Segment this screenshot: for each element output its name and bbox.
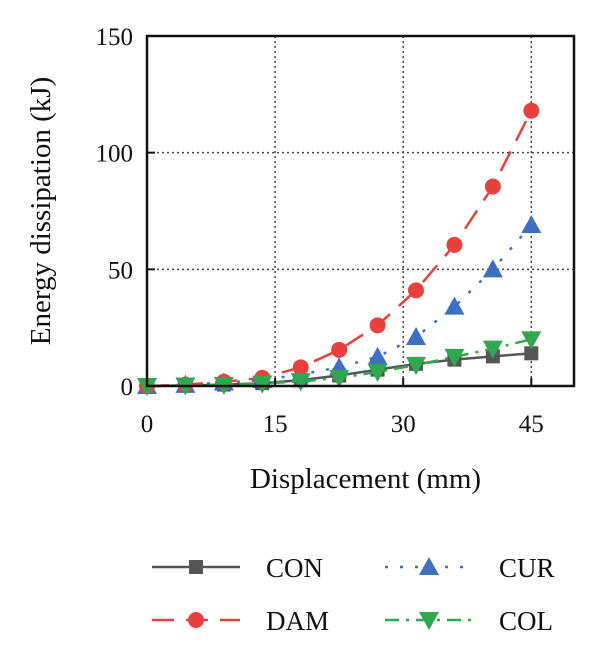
data-point-cur [444,296,465,315]
data-point-col [290,373,311,392]
data-point-col [444,348,465,367]
data-point-dam [523,102,540,119]
data-point-col [406,357,427,375]
y-tick-label: 50 [108,257,133,284]
data-point-con [524,346,539,361]
y-tick-label: 0 [121,374,134,401]
data-point-col [367,364,388,382]
y-tick-label: 100 [96,141,134,168]
legend: CON CUR DAM COL [152,553,555,636]
data-point-dam [484,178,501,195]
legend-marker-cur [419,557,439,575]
legend-item-cur: CUR [385,553,555,583]
legend-item-col: COL [385,606,553,636]
x-tick-label: 30 [391,411,416,438]
data-point-cur [482,259,503,278]
data-point-dam [369,317,386,334]
data-point-dam [446,236,463,253]
data-point-dam [292,359,309,376]
legend-label-con: CON [266,553,323,583]
data-point-cur [367,346,388,365]
series-dam [139,102,540,394]
legend-marker-con [189,560,203,574]
x-tick-label: 0 [141,411,154,438]
grid-lines [147,36,574,386]
data-point-dam [408,282,425,299]
axis-ticks: 0 15 30 45 0 50 100 150 [96,24,544,438]
plot-frame [145,34,576,388]
data-point-dam [331,341,348,358]
legend-label-cur: CUR [499,553,555,583]
x-tick-label: 15 [263,411,288,438]
series-cur [137,215,542,394]
data-point-col [482,340,503,359]
y-tick-label: 150 [96,24,134,51]
x-axis-label: Displacement (mm) [250,463,481,495]
data-point-cur [406,327,427,345]
legend-label-dam: DAM [266,606,329,636]
y-axis-label: Energy dissipation (kJ) [25,77,57,346]
data-point-col [252,375,273,394]
legend-marker-col [419,612,439,630]
legend-label-col: COL [499,606,553,636]
plot-series [137,102,542,396]
data-point-col [521,331,542,350]
legend-marker-dam [188,612,204,628]
data-point-col [329,369,350,388]
legend-item-con: CON [152,553,323,583]
data-point-cur [521,215,542,233]
series-line-dam [146,110,533,388]
legend-item-dam: DAM [152,606,329,636]
x-tick-label: 45 [519,411,544,438]
